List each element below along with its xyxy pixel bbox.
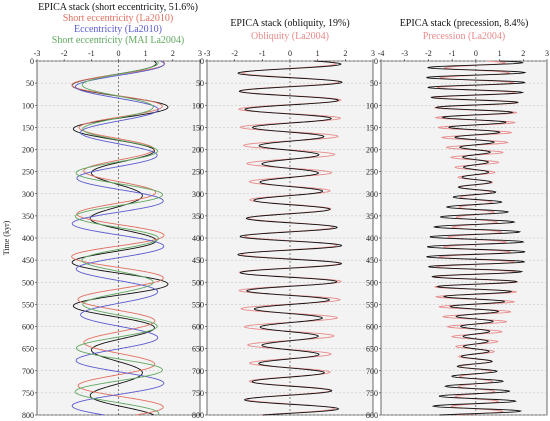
panel-3-y-tick-label: 700 <box>366 367 378 376</box>
panel-3-y-tick-label: 500 <box>366 278 378 287</box>
panel-3-x-tick-label: 3 <box>545 49 549 58</box>
panel-1-y-tick-label: 450 <box>22 256 34 265</box>
panel-1-y-tick-label: 50 <box>26 79 34 88</box>
panel-2-y-tick-label: 50 <box>196 79 204 88</box>
panel-2-y-tick-label: 600 <box>192 323 204 332</box>
panel-2-series-1-line <box>238 60 342 416</box>
panel-2-title-line-1: EPICA stack (obliquity, 19%) <box>230 18 349 29</box>
panel-3-title-line-2: Precession (La2004) <box>423 31 505 42</box>
panel-2-x-tick-label: -2 <box>231 49 238 58</box>
panel-3-title-line-1: EPICA stack (precession, 8.4%) <box>400 18 529 29</box>
panel-1-y-tick-label: 550 <box>22 300 34 309</box>
panel-3-x-tick-label: -4 <box>378 49 385 58</box>
panel-1-series-2-line <box>71 60 166 416</box>
panel-3-y-tick-label: 100 <box>366 101 378 110</box>
y-axis-title: Time (kyr) <box>2 220 11 255</box>
panel-2-y-tick-label: 200 <box>192 146 204 155</box>
panel-3-y-tick-label: 250 <box>366 168 378 177</box>
panel-1-y-tick-label: 800 <box>22 411 34 420</box>
panel-1-y-tick-label: 0 <box>30 57 34 66</box>
panel-3-y-tick-label: 600 <box>366 323 378 332</box>
panel-3-x-tick-label: 1 <box>498 49 502 58</box>
panel-2-y-tick-label: 150 <box>192 123 204 132</box>
panel-1-y-tick-label: 650 <box>22 345 34 354</box>
panel-1-x-tick-label: 0 <box>117 49 121 58</box>
panel-1-x-tick-label: -3 <box>34 49 41 58</box>
panel-3-y-tick-label: 800 <box>366 411 378 420</box>
panel-3-y-tick-label: 550 <box>366 300 378 309</box>
panel-3-x-tick-label: -2 <box>425 49 432 58</box>
panel-2-x-tick-label: 2 <box>343 49 347 58</box>
panel-1-y-tick-label: 150 <box>22 123 34 132</box>
panel-2-x-tick-label: -1 <box>259 49 266 58</box>
panel-2-y-tick-label: 800 <box>192 411 204 420</box>
panel-1-title-line-2: Short eccentricity (La2010) <box>63 13 174 24</box>
panel-2-y-tick-label: 300 <box>192 190 204 199</box>
panel-3-series-2-line <box>425 60 527 416</box>
panel-3-y-tick-label: 650 <box>366 345 378 354</box>
panel-1-y-tick-label: 300 <box>22 190 34 199</box>
panel-2-x-tick-label: 1 <box>316 49 320 58</box>
panel-2-x-tick-label: 0 <box>288 49 292 58</box>
panel-3-y-tick-label: 200 <box>366 146 378 155</box>
panel-2-x-tick-label: -3 <box>204 49 211 58</box>
panel-2-y-tick-label: 450 <box>192 256 204 265</box>
panel-2-y-tick-label: 100 <box>192 101 204 110</box>
panel-1-y-tick-label: 350 <box>22 212 34 221</box>
panel-1-series-3-line <box>71 60 165 416</box>
panel-3-y-tick-label: 300 <box>366 190 378 199</box>
panel-1-title-line-4: Short eccentricity (MAI La2004) <box>52 35 184 46</box>
panel-3-y-tick-label: 0 <box>374 57 378 66</box>
panel-3-y-tick-label: 350 <box>366 212 378 221</box>
panel-1-title-line-1: EPICA stack (short eccentricity, 51.6%) <box>38 2 198 13</box>
panel-2-y-tick-label: 350 <box>192 212 204 221</box>
panel-2-y-tick-label: 250 <box>192 168 204 177</box>
panel-1-x-tick-label: 2 <box>171 49 175 58</box>
panel-3-x-tick-label: -1 <box>449 49 456 58</box>
panel-2-title-line-2: Obliquity (La2004) <box>251 31 329 42</box>
panel-1-x-tick-label: 1 <box>144 49 148 58</box>
panel-1-x-tick-label: 3 <box>198 49 202 58</box>
panel-2-y-tick-label: 650 <box>192 345 204 354</box>
panel-3-y-tick-label: 400 <box>366 234 378 243</box>
panel-3-x-tick-label: -3 <box>401 49 408 58</box>
panel-1-y-tick-label: 200 <box>22 146 34 155</box>
panel-3-y-tick-label: 750 <box>366 389 378 398</box>
panel-2-y-tick-label: 400 <box>192 234 204 243</box>
panel-1-y-tick-label: 250 <box>22 168 34 177</box>
panel-1-y-tick-label: 500 <box>22 278 34 287</box>
panel-1-y-tick-label: 400 <box>22 234 34 243</box>
panel-1-y-tick-label: 700 <box>22 367 34 376</box>
panel-2-y-tick-label: 550 <box>192 300 204 309</box>
panel-2-y-tick-label: 750 <box>192 389 204 398</box>
panel-2-y-tick-label: 500 <box>192 278 204 287</box>
panel-2-series-2-line <box>237 60 343 416</box>
panel-3-x-tick-label: 2 <box>521 49 525 58</box>
panel-2-x-tick-label: 3 <box>371 49 375 58</box>
panel-3-y-tick-label: 150 <box>366 123 378 132</box>
panel-3-x-tick-label: 0 <box>474 49 478 58</box>
panel-2-y-tick-label: 0 <box>200 57 204 66</box>
panel-1-y-tick-label: 100 <box>22 101 34 110</box>
panel-2-y-tick-label: 700 <box>192 367 204 376</box>
panel-1-y-tick-label: 750 <box>22 389 34 398</box>
panel-1-title-line-3: Eccentricity (La2010) <box>74 24 162 35</box>
panel-1-series-4-line <box>74 60 164 416</box>
panel-1-x-tick-label: -1 <box>88 49 95 58</box>
panel-1-x-tick-label: -2 <box>61 49 68 58</box>
panel-3-y-tick-label: 50 <box>370 79 378 88</box>
panel-3-y-tick-label: 450 <box>366 256 378 265</box>
panel-1-y-tick-label: 600 <box>22 323 34 332</box>
